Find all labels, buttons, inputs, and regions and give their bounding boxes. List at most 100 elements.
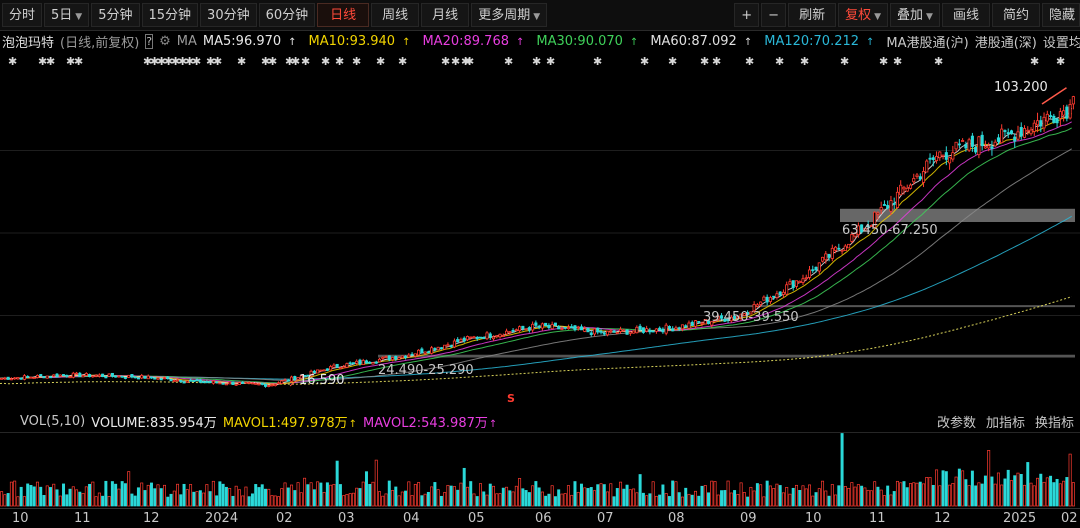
edit-params-button[interactable]: 改参数 — [936, 415, 976, 431]
volume-bar — [788, 493, 792, 507]
volume-chart[interactable] — [0, 432, 1080, 508]
simple-mode-button[interactable]: 简约 — [991, 3, 1040, 27]
candle-body — [426, 351, 430, 354]
candle-body — [811, 269, 815, 272]
volume-bar — [35, 481, 39, 507]
volume-bar — [534, 481, 538, 507]
candle-body — [1045, 113, 1049, 122]
volume-bar — [153, 488, 157, 507]
period-tab-15min[interactable]: 15分钟 — [141, 3, 199, 27]
switch-indicator-button[interactable]: 换指标 — [1034, 415, 1074, 431]
candle-body — [746, 312, 750, 315]
zoom-out-button[interactable]: − — [761, 3, 787, 27]
candle-body — [498, 333, 502, 338]
add-indicator-button[interactable]: 加指标 — [985, 415, 1025, 431]
volume-bar — [808, 484, 811, 507]
volume-bar — [159, 488, 163, 507]
event-star-icon: ✱ — [668, 55, 677, 68]
ma60-value: MA60:87.092 ↑ — [650, 34, 753, 49]
volume-bar — [208, 491, 212, 507]
volume-bar — [589, 487, 593, 507]
volume-bar — [397, 495, 401, 507]
ma-settings-button[interactable]: 设置均线▼ — [1042, 36, 1080, 51]
volume-bar — [1003, 478, 1007, 507]
zoom-in-button[interactable]: + — [734, 3, 760, 27]
period-tab-more[interactable]: 更多周期 ▼ — [471, 3, 548, 27]
period-tab-weekly[interactable]: 周线 — [371, 3, 420, 27]
candle-body — [899, 184, 903, 196]
period-tab-daily[interactable]: 日线 — [317, 3, 370, 27]
candle-body — [303, 374, 307, 377]
volume-bar — [1039, 473, 1043, 507]
candle-body — [860, 224, 864, 233]
period-tab-30min[interactable]: 30分钟 — [200, 3, 257, 27]
volume-bar — [364, 471, 368, 507]
candle-body — [381, 356, 385, 359]
hk-connect-sh[interactable]: MA港股通(沪) — [886, 36, 969, 51]
candle-body — [863, 227, 867, 231]
event-s-marker[interactable]: S — [507, 392, 515, 405]
volume-bar — [244, 486, 248, 507]
volume-bar — [954, 476, 958, 507]
volume-bar — [456, 489, 460, 507]
hk-connect-sz[interactable]: 港股通(深) — [974, 36, 1037, 51]
period-tab-minute[interactable]: 分时 — [2, 3, 43, 27]
help-icon[interactable]: ? — [145, 34, 154, 49]
volume-bar — [1009, 480, 1013, 507]
volume-bar — [211, 480, 215, 507]
candle-body — [684, 325, 688, 328]
period-tab-5day[interactable]: 5日 ▼ — [44, 3, 90, 27]
candle-body — [312, 370, 316, 373]
volume-bar — [860, 485, 864, 507]
period-tab-5min[interactable]: 5分钟 — [91, 3, 140, 27]
volume-bar — [1036, 477, 1040, 507]
adjust-dropdown[interactable]: 复权 ▼ — [838, 3, 889, 27]
candle-body — [6, 376, 10, 380]
event-star-icon: ✱ — [352, 55, 361, 68]
candle-body — [791, 280, 795, 288]
candle-body — [847, 243, 851, 249]
volume-bar — [469, 481, 473, 507]
volume-bar — [765, 480, 769, 507]
candle-body — [983, 146, 987, 149]
volume-bar — [772, 488, 776, 507]
candle-body — [270, 384, 274, 387]
volume-bar — [205, 484, 209, 507]
volume-bar — [680, 496, 684, 507]
candle-body — [417, 349, 421, 356]
refresh-button[interactable]: 刷新 — [788, 3, 837, 27]
candle-body — [491, 336, 496, 340]
candle-body — [185, 380, 189, 383]
volume-bar — [902, 481, 906, 507]
period-tab-monthly[interactable]: 月线 — [421, 3, 470, 27]
event-star-icon: ✱ — [532, 55, 541, 68]
candle-body — [905, 187, 909, 192]
volume-bar — [749, 486, 753, 507]
candle-body — [508, 331, 512, 334]
candle-body — [921, 171, 926, 183]
vol-indicator-label[interactable]: VOL(5,10) — [20, 413, 86, 429]
candle-body — [977, 136, 981, 156]
volume-bar — [821, 480, 825, 507]
volume-bar — [713, 481, 717, 507]
candle-body — [472, 336, 476, 339]
event-star-icon: ✱ — [213, 55, 222, 68]
draw-line-button[interactable]: 画线 — [941, 3, 990, 27]
candle-body — [677, 327, 681, 330]
candle-body — [1068, 104, 1072, 119]
time-label: 12 — [934, 511, 951, 526]
time-label: 11 — [74, 511, 91, 526]
period-tab-60min[interactable]: 60分钟 — [258, 3, 316, 27]
volume-bar — [886, 485, 890, 507]
volume-bar — [742, 492, 746, 507]
ma5-value: MA5:96.970 ↑ — [202, 34, 297, 49]
volume-bar — [264, 488, 267, 507]
overlay-dropdown[interactable]: 叠加 ▼ — [890, 3, 940, 27]
candle-body — [550, 324, 554, 330]
volume-bar — [759, 484, 763, 507]
volume-bar — [319, 482, 323, 507]
settings-gear-icon[interactable]: ⚙ — [159, 34, 171, 49]
volume-bar — [1068, 453, 1072, 507]
hide-button[interactable]: 隐藏 — [1041, 3, 1080, 27]
price-chart[interactable] — [0, 68, 1080, 408]
